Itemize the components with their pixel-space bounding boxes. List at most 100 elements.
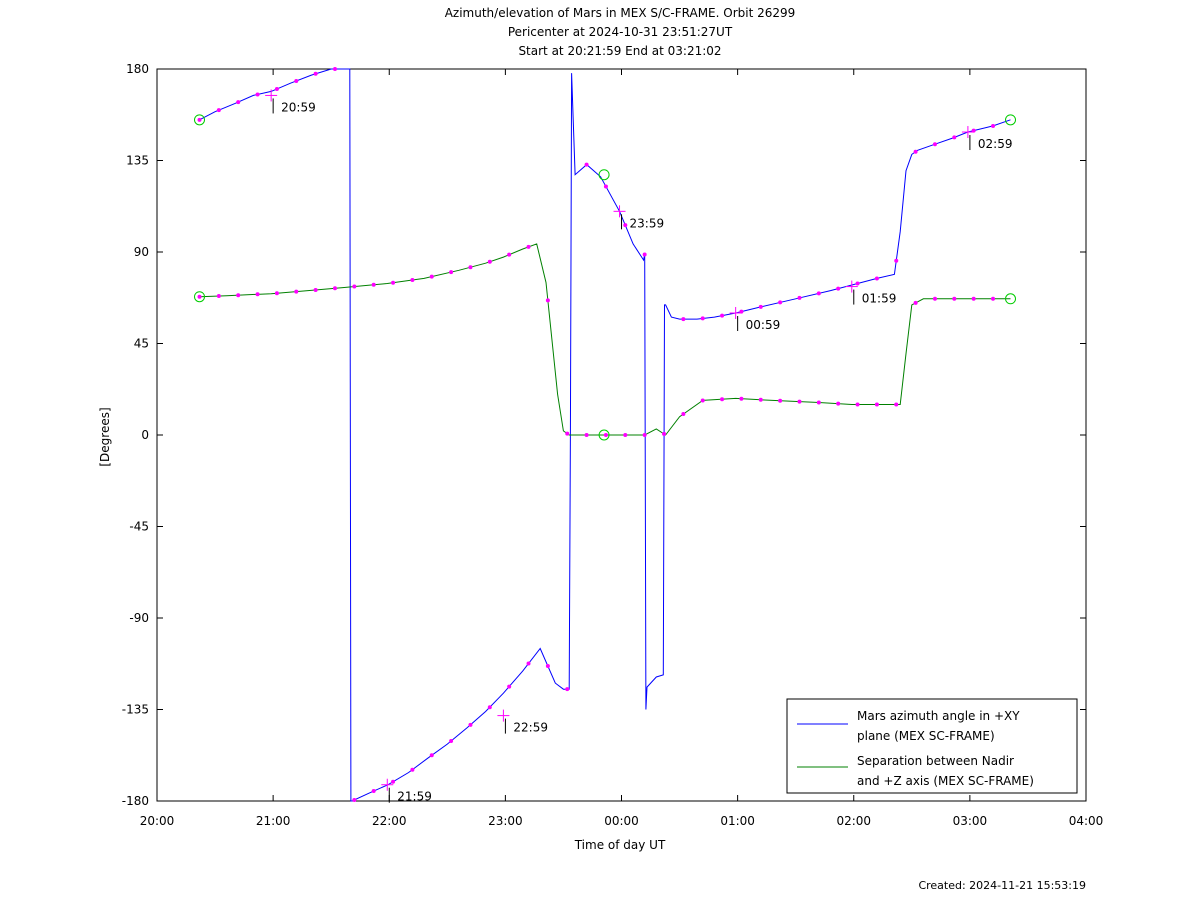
- sample-dot: [332, 67, 337, 71]
- sample-dot: [991, 123, 996, 128]
- x-tick-label: 00:00: [604, 814, 639, 828]
- sample-dot: [216, 294, 221, 299]
- y-tick-label: 180: [126, 62, 149, 76]
- sample-dot: [294, 79, 299, 84]
- sample-dot: [662, 431, 667, 436]
- sample-dot: [894, 402, 899, 407]
- sample-dot: [507, 252, 512, 257]
- sample-dot: [565, 431, 570, 436]
- sample-dot: [429, 753, 434, 758]
- sample-dot: [623, 223, 628, 228]
- hour-label: 02:59: [978, 137, 1013, 151]
- title-line-1: Azimuth/elevation of Mars in MEX S/C-FRA…: [445, 6, 796, 20]
- legend-entry-separation-line-2: and +Z axis (MEX SC-FRAME): [857, 774, 1034, 788]
- sample-dot: [526, 661, 531, 666]
- sample-dot: [971, 296, 976, 301]
- event-circle: [598, 429, 610, 441]
- event-circle: [194, 291, 206, 303]
- sample-dot: [371, 789, 376, 794]
- sample-dot: [197, 294, 202, 299]
- sample-dot: [391, 280, 396, 285]
- y-tick-label: 90: [134, 245, 149, 259]
- y-tick-label: -90: [129, 611, 149, 625]
- sample-dot: [584, 433, 589, 437]
- sample-dot: [274, 86, 279, 91]
- title-line-3: Start at 20:21:59 End at 03:21:02: [518, 44, 721, 58]
- sample-dot: [352, 797, 357, 802]
- sample-dot: [681, 317, 686, 322]
- sample-dot: [526, 244, 531, 249]
- sample-dot: [236, 100, 241, 105]
- sample-dot: [449, 738, 454, 743]
- legend: Mars azimuth angle in +XY plane (MEX SC-…: [786, 698, 1078, 794]
- sample-dot: [855, 402, 860, 407]
- sample-dot: [700, 398, 705, 403]
- sample-dot: [468, 265, 473, 270]
- x-axis-ticks: 20:00 21:00 22:00 23:00 00:00 01:00 02:00 03:00…: [140, 69, 1104, 828]
- sample-dot: [274, 291, 279, 296]
- legend-entry-azimuth-line-1: Mars azimuth angle in +XY: [857, 709, 1020, 723]
- y-axis-ticks: 180 135 90 45 0 -45 -90 -135 -180: [122, 62, 1086, 808]
- legend-entry-separation-line-1: Separation between Nadir: [857, 754, 1014, 768]
- y-tick-label: -180: [122, 794, 149, 808]
- sample-dot: [487, 259, 492, 264]
- x-axis-label: Time of day UT: [574, 838, 666, 852]
- sample-dot: [681, 412, 686, 417]
- sample-dot: [255, 292, 260, 297]
- x-tick-label: 21:00: [256, 814, 291, 828]
- sample-dot: [410, 767, 415, 772]
- hour-label: 22:59: [513, 721, 548, 735]
- sample-dot: [603, 433, 608, 437]
- sample-dot: [642, 252, 647, 257]
- sample-dot: [468, 722, 473, 727]
- event-circle: [1005, 293, 1017, 305]
- sample-dot: [720, 313, 725, 318]
- sample-dot: [797, 295, 802, 300]
- sample-dot: [739, 396, 744, 401]
- sample-dot: [236, 293, 241, 298]
- marks-layer: 20:59 21:59 22:59 23:59 00:59 01:59 02:59: [194, 67, 1017, 804]
- x-tick-label: 04:00: [1069, 814, 1104, 828]
- y-tick-label: 45: [134, 337, 149, 351]
- sample-dot: [778, 398, 783, 403]
- y-axis-label: [Degrees]: [98, 407, 112, 466]
- y-tick-label: 0: [141, 428, 149, 442]
- sample-dot: [758, 397, 763, 402]
- legend-entry-azimuth-line-2: plane (MEX SC-FRAME): [857, 729, 995, 743]
- sample-dot: [932, 296, 937, 301]
- sample-dot: [894, 258, 899, 263]
- sample-dot: [216, 108, 221, 113]
- x-tick-label: 23:00: [488, 814, 523, 828]
- hour-label: 00:59: [746, 318, 781, 332]
- x-tick-label: 22:00: [372, 814, 407, 828]
- sample-dot: [313, 71, 318, 76]
- sample-dot: [332, 286, 337, 291]
- sample-dot: [294, 289, 299, 294]
- x-tick-label: 01:00: [720, 814, 755, 828]
- sample-dot: [952, 296, 957, 301]
- sample-dot: [816, 400, 821, 405]
- x-tick-label: 03:00: [953, 814, 988, 828]
- sample-dot: [584, 162, 589, 167]
- sample-dot: [371, 282, 376, 287]
- sample-dot: [991, 296, 996, 301]
- sample-dot: [836, 286, 841, 291]
- sample-dot: [700, 316, 705, 321]
- sample-dot: [874, 402, 879, 407]
- sample-dot: [836, 401, 841, 406]
- hour-label: 23:59: [630, 216, 665, 230]
- hour-label: 21:59: [397, 790, 432, 804]
- created-timestamp: Created: 2024-11-21 15:53:19: [918, 879, 1086, 892]
- sample-dot: [816, 291, 821, 296]
- sample-dot: [410, 278, 415, 283]
- y-tick-label: 135: [126, 154, 149, 168]
- sample-dot: [507, 684, 512, 689]
- legend-box: [786, 698, 1078, 794]
- sample-dot: [197, 117, 202, 122]
- event-circle: [1005, 114, 1017, 126]
- hour-label: 20:59: [281, 100, 316, 114]
- title-line-2: Pericenter at 2024-10-31 23:51:27UT: [508, 25, 733, 39]
- sample-dot: [720, 397, 725, 402]
- y-tick-label: -135: [122, 703, 149, 717]
- series-line-1: [199, 243, 1011, 436]
